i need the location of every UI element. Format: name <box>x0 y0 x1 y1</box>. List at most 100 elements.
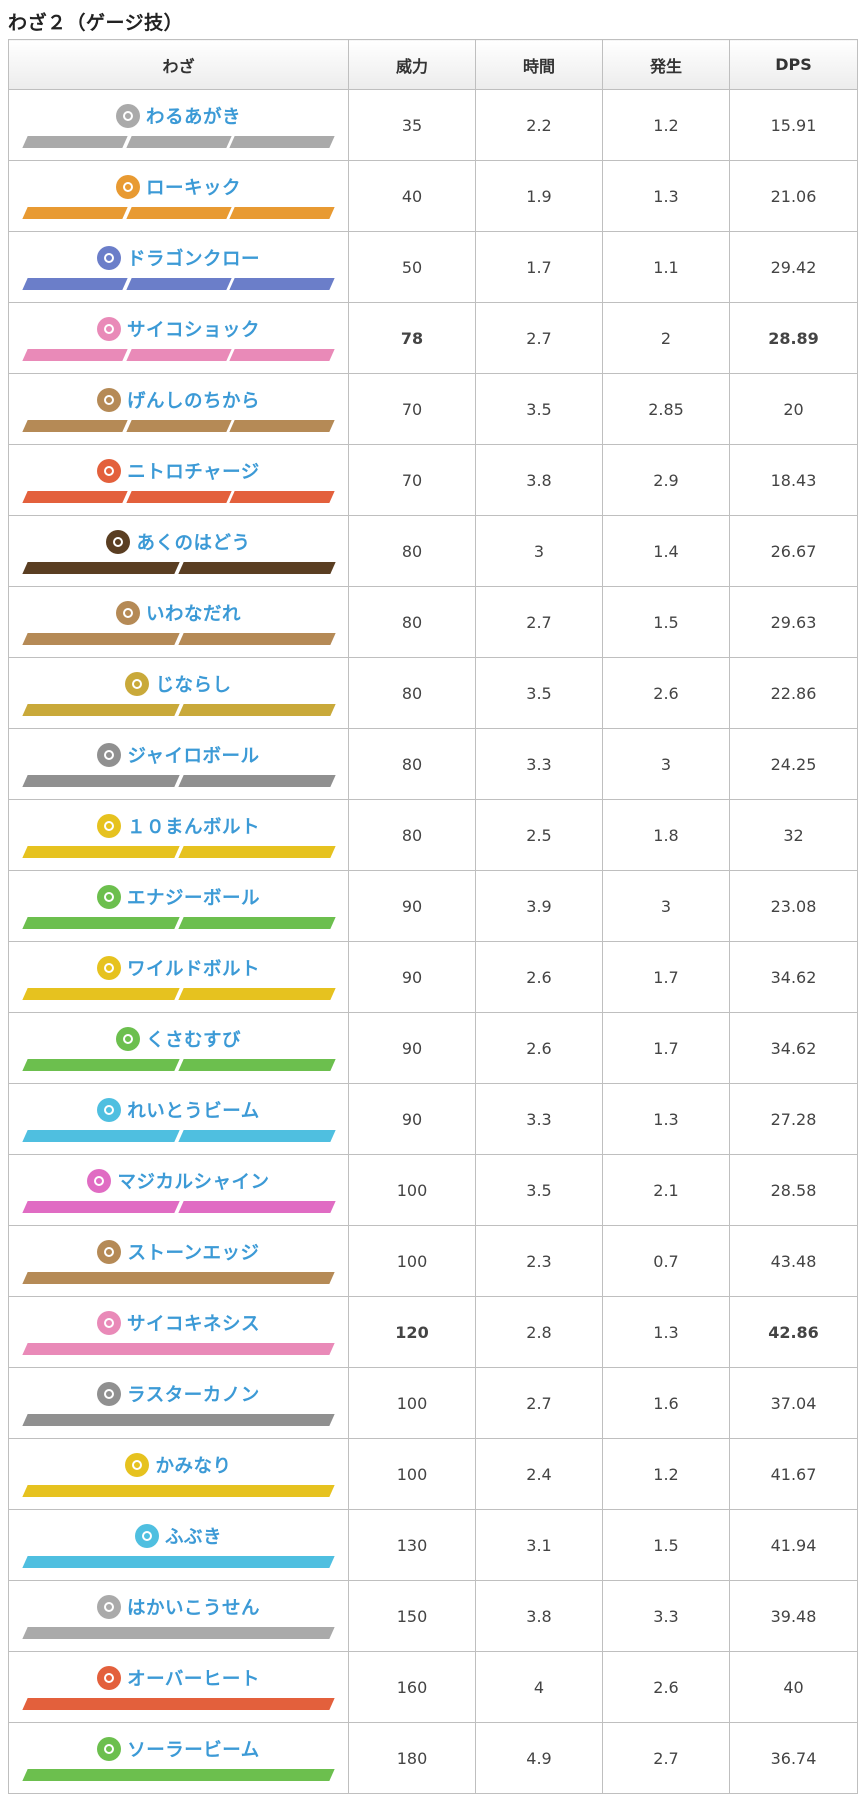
duration-cell: 3.8 <box>475 444 603 516</box>
dps-cell: 34.62 <box>729 941 858 1013</box>
move-header: サイコキネシス <box>23 1310 334 1336</box>
startup-cell: 2.85 <box>602 373 730 445</box>
duration-cell: 2.3 <box>475 1225 603 1297</box>
type-icon-glyph <box>103 395 114 405</box>
move-name-link[interactable]: れいとうビーム <box>127 1101 260 1122</box>
move-name-link[interactable]: ローキック <box>145 178 241 199</box>
move-name-link[interactable]: かみなり <box>155 1456 232 1477</box>
gauge-segment <box>22 1059 180 1071</box>
power-cell: 50 <box>348 231 476 303</box>
move-name-link[interactable]: １０まんボルト <box>126 817 260 838</box>
power-cell: 80 <box>348 586 476 658</box>
move-name-link[interactable]: ニトロチャージ <box>127 462 260 483</box>
header-duration[interactable]: 時間 <box>475 39 603 90</box>
header-dps[interactable]: DPS <box>729 39 858 90</box>
move-name-link[interactable]: オーバーヒート <box>127 1669 260 1690</box>
move-name-link[interactable]: わるあがき <box>145 107 241 128</box>
energy-gauge <box>22 491 335 503</box>
move-header: ニトロチャージ <box>23 458 334 484</box>
gauge-segment <box>22 1485 335 1497</box>
move-cell: ストーンエッジ <box>8 1225 349 1297</box>
startup-cell: 2.9 <box>602 444 730 516</box>
move-name-link[interactable]: マジカルシャイン <box>117 1172 270 1193</box>
move-name-link[interactable]: ジャイロボール <box>127 746 260 767</box>
table-row: サイコキネシス 120 2.8 1.3 42.86 <box>8 1296 858 1368</box>
move-cell: サイコショック <box>8 302 349 374</box>
table-row: ラスターカノン 100 2.7 1.6 37.04 <box>8 1367 858 1439</box>
gauge-segment <box>22 1201 180 1213</box>
power-cell: 80 <box>348 799 476 871</box>
startup-cell: 1.7 <box>602 1012 730 1084</box>
dps-cell: 20 <box>729 373 858 445</box>
move-cell: いわなだれ <box>8 586 349 658</box>
energy-gauge <box>22 1130 335 1142</box>
move-name-link[interactable]: ラスターカノン <box>127 1385 260 1406</box>
energy-gauge <box>22 1556 335 1568</box>
move-header: くさむすび <box>23 1026 334 1052</box>
move-name-link[interactable]: ワイルドボルト <box>126 959 260 980</box>
move-name-link[interactable]: げんしのちから <box>126 391 260 412</box>
move-name-link[interactable]: エナジーボール <box>126 888 260 909</box>
move-name-link[interactable]: ソーラービーム <box>127 1740 260 1761</box>
move-name-link[interactable]: くさむすび <box>145 1030 241 1051</box>
type-icon-glyph <box>122 1034 133 1044</box>
psychic-icon <box>96 1311 121 1335</box>
power-cell: 100 <box>348 1367 476 1439</box>
type-icon-glyph <box>141 1531 152 1541</box>
move-header: れいとうビーム <box>23 1097 334 1123</box>
gauge-segment <box>229 349 335 361</box>
gauge-segment <box>126 349 232 361</box>
gauge-segment <box>22 491 128 503</box>
gauge-segment <box>22 278 128 290</box>
header-startup[interactable]: 発生 <box>602 39 730 90</box>
startup-cell: 1.6 <box>602 1367 730 1439</box>
move-name-link[interactable]: じならし <box>155 675 232 696</box>
startup-cell: 3.3 <box>602 1580 730 1652</box>
header-move[interactable]: わざ <box>8 39 349 90</box>
startup-cell: 1.7 <box>602 941 730 1013</box>
gauge-segment <box>22 1698 335 1710</box>
move-name-link[interactable]: サイコキネシス <box>126 1314 260 1335</box>
gauge-segment <box>22 1627 335 1639</box>
move-name-link[interactable]: サイコショック <box>126 320 260 341</box>
move-cell: じならし <box>8 657 349 729</box>
duration-cell: 3 <box>475 515 603 587</box>
move-name-link[interactable]: あくのはどう <box>136 533 251 554</box>
power-cell: 40 <box>348 160 476 232</box>
dps-cell: 41.67 <box>729 1438 858 1510</box>
move-cell: はかいこうせん <box>8 1580 349 1652</box>
energy-gauge <box>22 1769 335 1781</box>
move-name-link[interactable]: ドラゴンクロー <box>126 249 260 270</box>
move-cell: げんしのちから <box>8 373 349 445</box>
move-header: １０まんボルト <box>23 813 334 839</box>
move-header: オーバーヒート <box>23 1665 334 1691</box>
move-name-link[interactable]: ふぶき <box>164 1527 222 1548</box>
gauge-segment <box>22 1414 335 1426</box>
table-row: ソーラービーム 180 4.9 2.7 36.74 <box>8 1722 858 1794</box>
startup-cell: 3 <box>602 728 730 800</box>
table-row: ふぶき 130 3.1 1.5 41.94 <box>8 1509 858 1581</box>
gauge-segment <box>22 207 128 219</box>
type-icon-glyph <box>104 466 115 476</box>
dps-cell: 32 <box>729 799 858 871</box>
table-row: １０まんボルト 80 2.5 1.8 32 <box>8 799 858 871</box>
table-row: ドラゴンクロー 50 1.7 1.1 29.42 <box>8 231 858 303</box>
power-cell: 100 <box>348 1225 476 1297</box>
table-row: げんしのちから 70 3.5 2.85 20 <box>8 373 858 445</box>
gauge-segment <box>22 1130 180 1142</box>
startup-cell: 2.6 <box>602 657 730 729</box>
table-row: はかいこうせん 150 3.8 3.3 39.48 <box>8 1580 858 1652</box>
gauge-segment <box>126 136 232 148</box>
moves-table: わざ 威力 時間 発生 DPS わるあがき 35 2.2 1.2 15.91 ローキック 4… <box>8 39 858 1794</box>
move-name-link[interactable]: ストーンエッジ <box>127 1243 260 1264</box>
electric-icon <box>96 814 121 838</box>
power-cell: 90 <box>348 941 476 1013</box>
gauge-segment <box>22 846 180 858</box>
electric-icon <box>96 956 121 980</box>
move-name-link[interactable]: はかいこうせん <box>126 1598 260 1619</box>
gauge-segment <box>22 775 180 787</box>
move-name-link[interactable]: いわなだれ <box>145 604 241 625</box>
header-power[interactable]: 威力 <box>348 39 476 90</box>
dps-cell: 37.04 <box>729 1367 858 1439</box>
energy-gauge <box>22 1485 335 1497</box>
